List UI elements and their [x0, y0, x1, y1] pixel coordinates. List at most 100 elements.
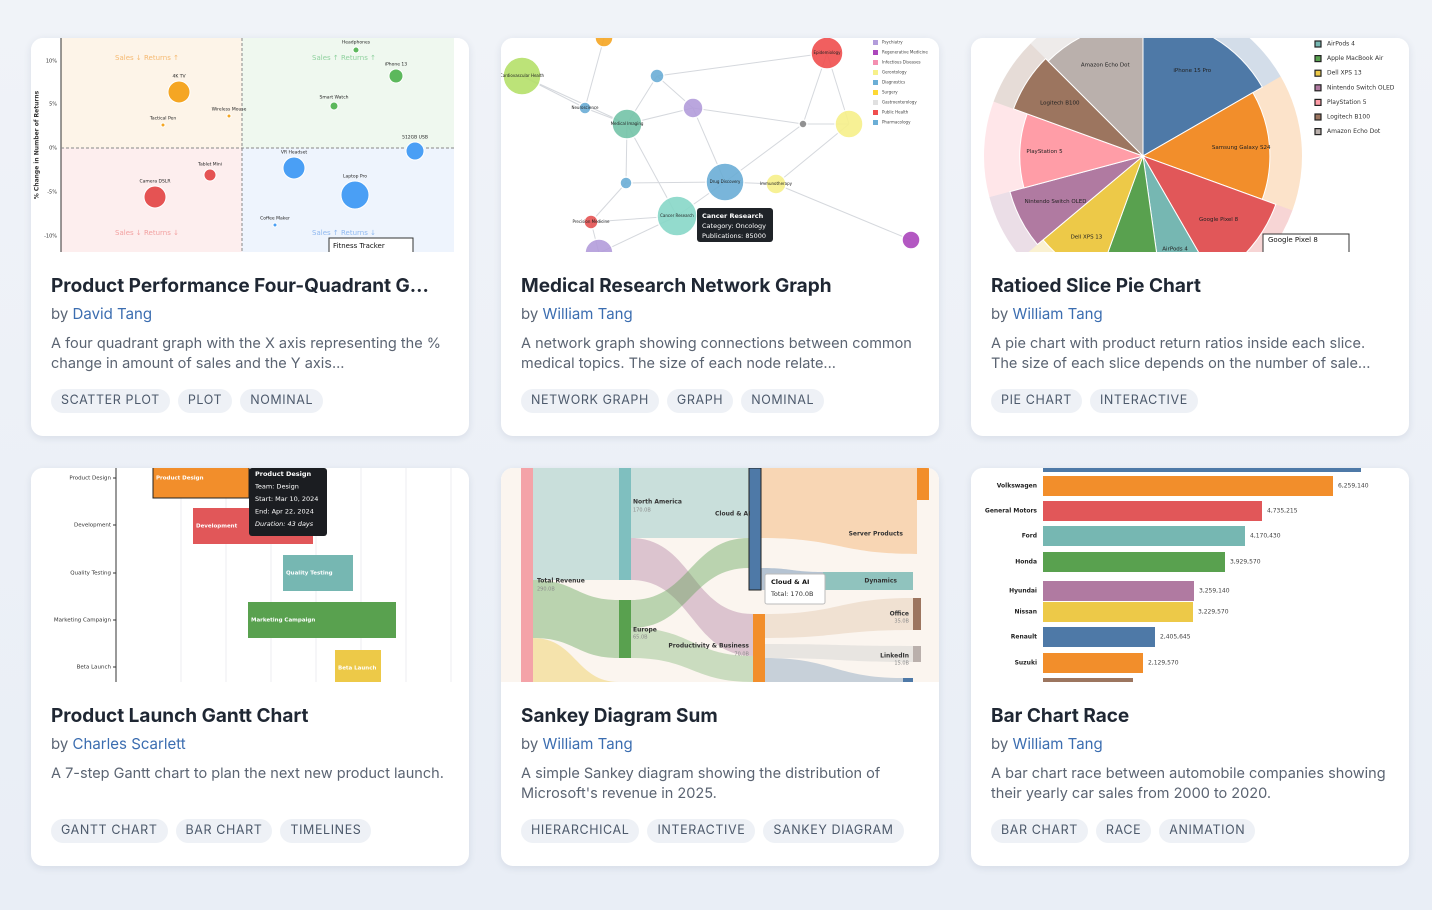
preview-label: Amazon Echo Dot: [1327, 128, 1381, 135]
shape: [1314, 55, 1322, 63]
card-thumbnail: 10% 5% 0% -5% -10% % Change in Number of Retu…: [31, 38, 469, 252]
shape: [873, 50, 878, 55]
card[interactable]: 10% 5% 0% -5% -10% % Change in Number of Retu…: [31, 38, 469, 436]
preview-label: Wireless Mouse: [212, 107, 247, 113]
flow: [631, 538, 753, 656]
tag[interactable]: SANKEY DIAGRAM: [763, 819, 904, 843]
shape: [917, 468, 929, 500]
tag[interactable]: NETWORK GRAPH: [521, 389, 659, 413]
author-link[interactable]: Charles Scarlett: [72, 734, 186, 753]
byline: by William Tang: [991, 304, 1389, 324]
tag[interactable]: SCATTER PLOT: [51, 389, 170, 413]
preview-label: 35.0B: [894, 619, 909, 625]
card-title[interactable]: Sankey Diagram Sum: [521, 704, 718, 727]
tag[interactable]: BAR CHART: [175, 819, 273, 843]
preview-label: Quality Testing: [70, 571, 111, 577]
shape: [1314, 84, 1322, 92]
preview-label: Google Pixel 8: [1268, 236, 1318, 244]
node: [405, 141, 425, 161]
card[interactable]: Cardiovascular Health Epidemiology Neurosc…: [501, 38, 939, 436]
shape: [328, 237, 414, 252]
author-link[interactable]: William Tang: [542, 734, 633, 753]
tag[interactable]: INTERACTIVE: [647, 819, 756, 843]
node: [388, 68, 404, 84]
tag[interactable]: HIERARCHICAL: [521, 819, 640, 843]
shape: [873, 90, 878, 95]
card-description: A bar chart race between automobile comp…: [991, 765, 1386, 802]
card[interactable]: iPhone 15 Pro Samsung Galaxy S24 Google Pi…: [971, 38, 1409, 436]
node: [502, 56, 542, 96]
preview-label: Category: Oncology: [702, 222, 766, 230]
tag-list: NETWORK GRAPH GRAPH NOMINAL: [521, 389, 919, 413]
preview-label: 15.0B: [894, 661, 909, 667]
tag[interactable]: TIMELINES: [280, 819, 372, 843]
shape: [1262, 233, 1350, 252]
tag[interactable]: BAR CHART: [991, 819, 1088, 843]
card-thumbnail: Cardiovascular Health Epidemiology Neurosc…: [501, 38, 939, 252]
node: [160, 122, 166, 128]
tag[interactable]: PIE CHART: [991, 389, 1082, 413]
preview-label: Server Products: [849, 531, 904, 538]
shape: [1043, 552, 1225, 572]
preview-label: Diagnostics: [882, 80, 905, 85]
author-link[interactable]: William Tang: [542, 304, 633, 323]
preview: Total Revenue 290.0B North America 170.0B Eu…: [501, 468, 939, 682]
card-title[interactable]: Medical Research Network Graph: [521, 274, 832, 297]
preview-label: 3,229,570: [1198, 609, 1229, 616]
card[interactable]: Total Revenue 290.0B North America 170.0B Eu…: [501, 468, 939, 866]
card[interactable]: Volkswagen 6,259,140 General Motors 4,735,2…: [971, 468, 1409, 866]
flow: [533, 468, 619, 580]
tag[interactable]: GANTT CHART: [51, 819, 168, 843]
preview-label: Logitech B100: [1327, 114, 1370, 121]
author-prefix: by: [991, 734, 1009, 753]
preview-label: Dell XPS 13: [1071, 234, 1103, 240]
preview-label: Dynamics: [864, 578, 897, 585]
node: [272, 222, 278, 228]
tag[interactable]: RACE: [1095, 819, 1152, 843]
author-link[interactable]: William Tang: [1012, 304, 1103, 323]
shape: [913, 598, 921, 630]
tag[interactable]: NOMINAL: [741, 389, 825, 413]
tag[interactable]: ANIMATION: [1159, 819, 1256, 843]
tag[interactable]: PLOT: [177, 389, 233, 413]
preview-label: -5%: [47, 190, 57, 196]
tag[interactable]: GRAPH: [666, 389, 734, 413]
card-description: A 7-step Gantt chart to plan the next ne…: [51, 765, 444, 782]
slice: [1142, 38, 1263, 157]
shape: [873, 120, 878, 125]
edge: [656, 52, 828, 77]
card-title[interactable]: Product Performance Four-Quadrant G...: [51, 274, 429, 297]
slice: [1141, 155, 1277, 252]
node: [143, 185, 167, 209]
shape: [873, 100, 878, 105]
author-link[interactable]: David Tang: [72, 304, 153, 323]
preview-label: iPhone 15 Pro: [1173, 68, 1211, 74]
card-title[interactable]: Product Launch Gantt Chart: [51, 704, 309, 727]
author-prefix: by: [51, 734, 69, 753]
card-body: Medical Research Network Graph by William…: [501, 252, 939, 413]
preview-label: Immunotherapy: [760, 181, 793, 186]
preview-label: Nintendo Switch OLED: [1327, 84, 1395, 91]
preview-label: Volkswagen: [997, 483, 1037, 490]
edge: [692, 107, 804, 125]
preview-label: -10%: [44, 234, 57, 240]
author-prefix: by: [991, 304, 1009, 323]
shape: [248, 602, 396, 638]
preview-label: PlayStation 5: [1026, 149, 1063, 155]
node: [340, 180, 370, 210]
preview-label: Development: [74, 523, 112, 529]
preview-label: Smart Watch: [319, 95, 348, 101]
node: [798, 119, 808, 129]
card-title[interactable]: Ratioed Slice Pie Chart: [991, 274, 1201, 297]
tag[interactable]: INTERACTIVE: [1089, 389, 1198, 413]
slice: [1142, 155, 1200, 252]
node: [583, 214, 599, 230]
tag-list: HIERARCHICAL INTERACTIVE SANKEY DIAGRAM: [521, 819, 919, 843]
card[interactable]: Product Design Development Quality Testing…: [31, 468, 469, 866]
tag[interactable]: NOMINAL: [240, 389, 324, 413]
author-link[interactable]: William Tang: [1012, 734, 1103, 753]
preview-label: Cloud & AI: [715, 511, 750, 518]
preview-label: 70.0B: [734, 652, 749, 658]
card-title[interactable]: Bar Chart Race: [991, 704, 1130, 727]
node: [765, 173, 787, 195]
